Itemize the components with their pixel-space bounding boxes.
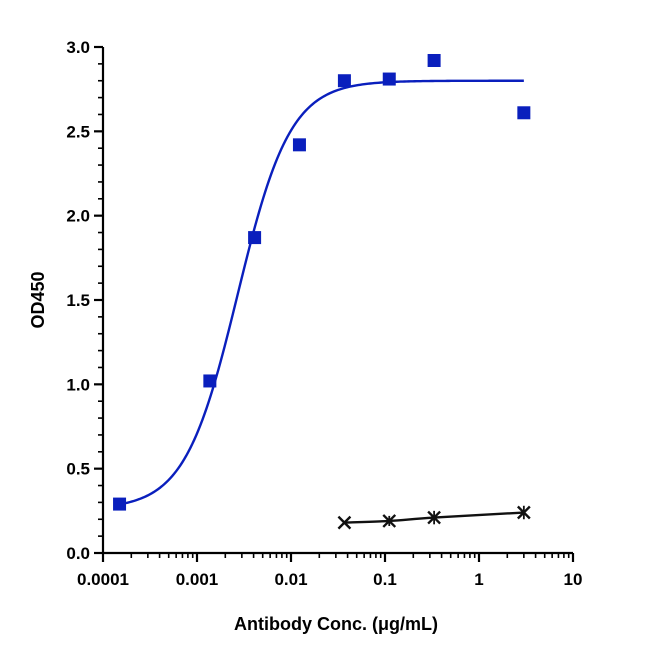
x-axis-title: Antibody Conc. (μg/mL) [234, 614, 438, 634]
data-point [292, 138, 306, 152]
y-tick-label: 1.0 [66, 375, 90, 394]
fit-curve [119, 79, 524, 506]
x-tick-label: 0.1 [373, 570, 397, 589]
axes: 0.0 0.5 1.0 1.5 2.0 2.5 3.0 0.0001 0.001 0.01 0.1 1… [66, 38, 582, 589]
y-tick-label: 1.5 [66, 291, 90, 310]
x-tick-label: 10 [564, 570, 583, 589]
data-point [427, 510, 441, 525]
y-tick-label: 0.0 [66, 544, 90, 563]
series-1 [337, 505, 531, 530]
data-point [382, 514, 397, 528]
data-point [427, 53, 441, 67]
y-axis-title: OD450 [28, 271, 48, 328]
y-tick-label: 2.0 [66, 207, 90, 226]
data-point [382, 72, 396, 86]
data-point [203, 374, 217, 388]
data-point [337, 515, 352, 530]
y-tick-label: 0.5 [66, 460, 90, 479]
data-point [113, 497, 127, 511]
fit-curve [344, 511, 524, 524]
x-tick-label: 1 [474, 570, 483, 589]
data-point [517, 505, 531, 520]
plot-area [113, 53, 531, 530]
y-tick-label: 3.0 [66, 38, 90, 57]
y-tick-label: 2.5 [66, 122, 90, 141]
data-point [248, 231, 262, 245]
data-point [337, 74, 351, 88]
x-tick-label: 0.01 [274, 570, 307, 589]
x-tick-label: 0.001 [176, 570, 219, 589]
series-0 [113, 53, 531, 511]
x-tick-label: 0.0001 [77, 570, 129, 589]
data-point [517, 106, 531, 120]
